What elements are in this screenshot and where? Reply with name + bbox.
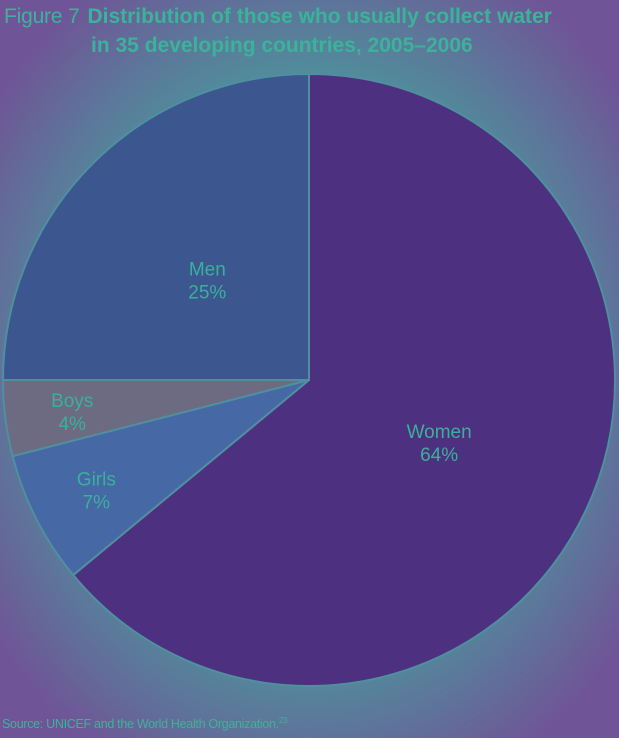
slice-value-boys: 4% [58, 414, 86, 435]
slice-value-men: 25% [188, 282, 226, 303]
pie-slice-men [1, 72, 310, 381]
slice-value-girls: 7% [83, 492, 111, 513]
title-line-1: Distribution of those who usually collec… [87, 5, 552, 28]
source-text: Source: UNICEF and the World Health Orga… [2, 717, 279, 732]
slice-label-boys: Boys [51, 391, 93, 412]
source-note: Source: UNICEF and the World Health Orga… [2, 716, 287, 731]
title-line-2: in 35 developing countries, 2005–2006 [91, 34, 473, 57]
figure-label: Figure 7 [4, 5, 80, 28]
slice-label-men: Men [189, 259, 226, 280]
pie-slices [1, 72, 616, 687]
slice-label-girls: Girls [77, 469, 116, 490]
figure-title: Figure 7 Distribution of those who usuall… [4, 2, 616, 60]
pie-slice-girls [11, 379, 310, 577]
source-reference: 23 [278, 716, 288, 725]
slice-label-women: Women [407, 422, 472, 443]
slice-value-women: 64% [420, 445, 458, 466]
pie-slice-women [71, 72, 616, 687]
